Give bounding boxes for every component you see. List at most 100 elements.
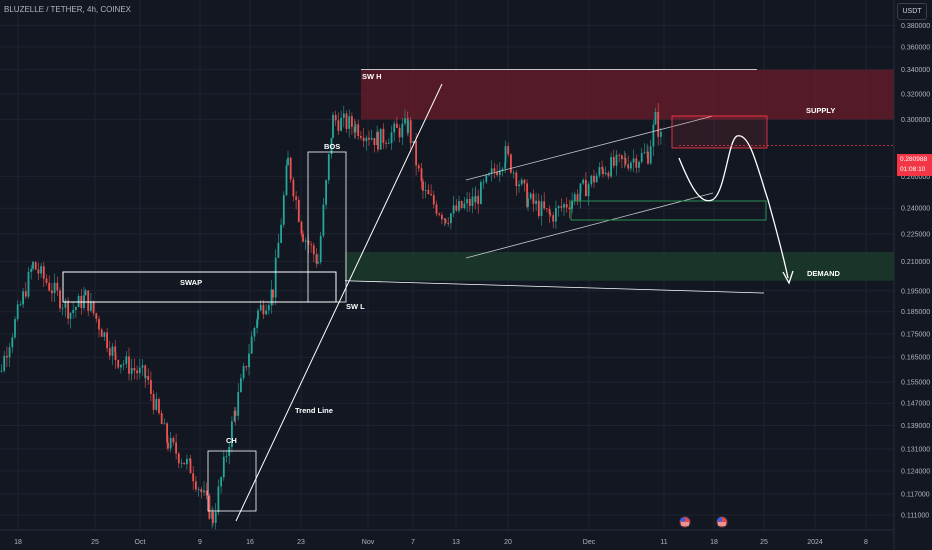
candle-body bbox=[95, 313, 98, 319]
candle-body bbox=[529, 193, 532, 199]
candle-body bbox=[72, 309, 75, 313]
candle-body bbox=[120, 364, 122, 368]
candle-body bbox=[390, 132, 393, 144]
candle-body bbox=[471, 196, 474, 207]
candle-body bbox=[354, 124, 357, 133]
time-tick-label: 8 bbox=[864, 539, 868, 546]
candle-body bbox=[649, 146, 652, 164]
candle-body bbox=[87, 290, 90, 311]
candle-body bbox=[205, 490, 208, 496]
candle-body bbox=[189, 458, 192, 474]
candle-body bbox=[177, 453, 180, 464]
candle-body bbox=[593, 175, 595, 183]
candle-body bbox=[579, 183, 582, 193]
candle-body bbox=[163, 423, 166, 425]
candle-body bbox=[638, 161, 640, 168]
candle-body bbox=[523, 179, 526, 184]
candle-body bbox=[555, 208, 557, 222]
candle-body bbox=[587, 184, 590, 197]
candle-body bbox=[277, 242, 280, 258]
candle-body bbox=[197, 489, 200, 490]
candle-body bbox=[136, 370, 138, 374]
label-swing-low: SW L bbox=[346, 302, 365, 311]
candle-body bbox=[585, 179, 587, 197]
zones-layer bbox=[345, 69, 894, 281]
price-tick-label: 0.320000 bbox=[901, 91, 930, 98]
ch-box bbox=[207, 450, 257, 512]
candle-body bbox=[155, 399, 158, 410]
candle-body bbox=[444, 218, 447, 224]
candle-body bbox=[602, 168, 604, 175]
candle-body bbox=[537, 200, 540, 217]
label-bos: BOS bbox=[324, 142, 340, 151]
candle-body bbox=[504, 146, 507, 163]
candle-body bbox=[377, 132, 379, 150]
currency-button[interactable]: USDT bbox=[897, 3, 927, 20]
candle-body bbox=[297, 199, 300, 222]
candle-body bbox=[144, 375, 147, 379]
candle-body bbox=[337, 120, 340, 131]
bos-box bbox=[307, 151, 347, 303]
candle-body bbox=[265, 310, 267, 315]
candle-body bbox=[368, 137, 370, 140]
candle-body bbox=[565, 204, 568, 208]
candle-body bbox=[430, 194, 432, 196]
candle-body bbox=[319, 235, 322, 263]
candle-body bbox=[214, 512, 217, 524]
us-flag-icon[interactable] bbox=[679, 516, 691, 528]
candle-body bbox=[365, 137, 368, 142]
candle-body bbox=[652, 124, 655, 147]
candle-body bbox=[387, 143, 390, 144]
candle-body bbox=[332, 114, 334, 138]
candle-body bbox=[42, 266, 45, 279]
time-axis[interactable]: 18 25 Oct 9 16 23 Nov 7 13 20 Dec 11 18 25 2024 8 bbox=[0, 529, 894, 546]
candle-body bbox=[220, 477, 222, 487]
time-tick-label: Nov bbox=[362, 539, 375, 546]
candle-body bbox=[607, 172, 610, 177]
candle-body bbox=[466, 198, 468, 204]
candle-body bbox=[195, 481, 197, 490]
candle-body bbox=[322, 204, 325, 236]
candle-body bbox=[45, 278, 48, 283]
candle-body bbox=[169, 437, 172, 449]
label-swing-high: SW H bbox=[362, 72, 382, 81]
candle-body bbox=[435, 204, 438, 214]
supply-zone bbox=[361, 69, 894, 120]
price-axis[interactable]: 0.380000 0.360000 0.340000 0.320000 0.300000… bbox=[893, 0, 932, 550]
candle-body bbox=[270, 289, 273, 305]
time-tick-label: Dec bbox=[583, 539, 596, 546]
candle-body bbox=[627, 164, 630, 169]
candle-body bbox=[240, 378, 242, 393]
candle-body bbox=[262, 304, 265, 315]
candle-body bbox=[455, 205, 458, 211]
candle-body bbox=[30, 268, 33, 272]
candle-body bbox=[200, 489, 203, 493]
time-tick-label: 20 bbox=[504, 539, 512, 546]
candle-body bbox=[654, 111, 657, 125]
candle-body bbox=[660, 131, 662, 137]
time-tick-label: 18 bbox=[710, 539, 718, 546]
candle-body bbox=[51, 290, 53, 294]
candle-body bbox=[415, 140, 417, 166]
candle-body bbox=[632, 158, 635, 163]
channel-lower-line bbox=[465, 192, 714, 259]
candle-body bbox=[203, 490, 205, 493]
us-flag-icon[interactable] bbox=[716, 516, 728, 528]
candle-body bbox=[526, 183, 528, 207]
candle-body bbox=[111, 346, 114, 356]
candle-body bbox=[404, 118, 406, 124]
candle-body bbox=[166, 423, 168, 443]
candle-body bbox=[441, 214, 443, 220]
candle-body bbox=[573, 194, 576, 201]
candle-body bbox=[604, 172, 607, 175]
candle-body bbox=[396, 123, 398, 128]
candle-body bbox=[250, 336, 253, 354]
candle-body bbox=[501, 168, 504, 171]
candle-body bbox=[496, 171, 498, 176]
time-tick-label: 25 bbox=[91, 539, 99, 546]
price-tick-label: 0.175000 bbox=[901, 331, 930, 338]
candle-body bbox=[160, 413, 163, 424]
candle-body bbox=[507, 146, 510, 155]
candle-body bbox=[624, 158, 627, 165]
